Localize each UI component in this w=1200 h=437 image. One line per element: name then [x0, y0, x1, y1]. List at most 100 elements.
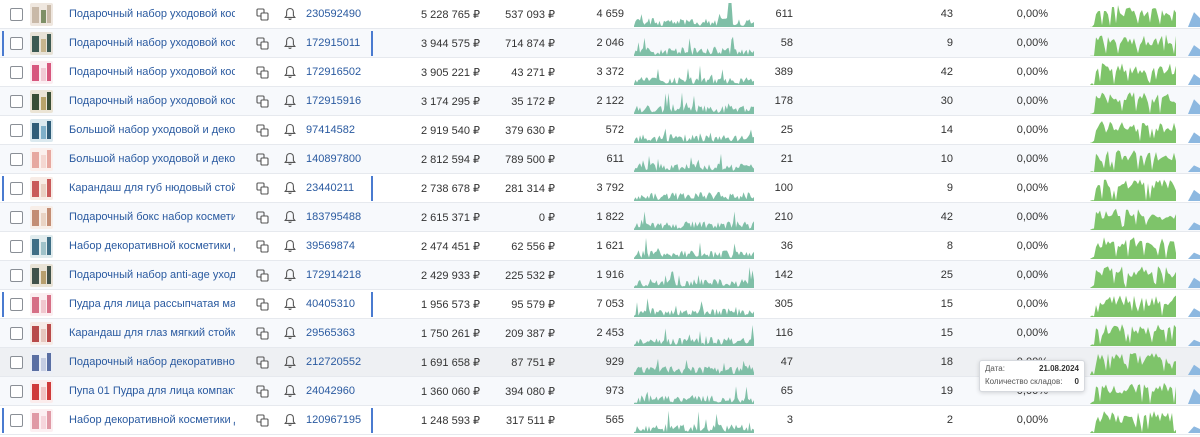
product-thumbnail[interactable] — [30, 322, 53, 345]
copy-icon[interactable] — [256, 414, 269, 427]
sku-link[interactable]: 39569874 — [306, 240, 355, 252]
copy-icon[interactable] — [256, 385, 269, 398]
stock-chart[interactable] — [1090, 408, 1200, 433]
copy-icon[interactable] — [256, 240, 269, 253]
bell-icon[interactable] — [284, 355, 296, 369]
stock-chart[interactable] — [1090, 2, 1200, 27]
stock-chart[interactable] — [1090, 31, 1200, 56]
bell-icon[interactable] — [284, 152, 296, 166]
table-row[interactable]: Карандаш для губ нюдовый стойкий 23440211… — [0, 174, 1200, 203]
row-checkbox[interactable] — [10, 414, 23, 427]
sku-link[interactable]: 172916502 — [306, 66, 362, 78]
product-name-link[interactable]: Большой набор уходовой и декоративной ко… — [69, 153, 235, 165]
sales-sparkline[interactable] — [634, 89, 754, 114]
bell-icon[interactable] — [284, 413, 296, 427]
product-name-link[interactable]: Подарочный набор anti-age уходовой косме… — [69, 269, 235, 281]
copy-icon[interactable] — [256, 298, 269, 311]
row-checkbox[interactable] — [10, 37, 23, 50]
product-thumbnail[interactable] — [30, 61, 53, 84]
sku-link[interactable]: 212720552 — [306, 356, 362, 368]
bell-icon[interactable] — [284, 297, 296, 311]
table-row[interactable]: Пудра для лица рассыпчатая матирующая 404… — [0, 290, 1200, 319]
bell-icon[interactable] — [284, 36, 296, 50]
product-thumbnail[interactable] — [30, 235, 53, 258]
stock-chart[interactable] — [1090, 321, 1200, 346]
copy-icon[interactable] — [256, 327, 269, 340]
table-row[interactable]: Карандаш для глаз мягкий стойкий 29565363… — [0, 319, 1200, 348]
copy-icon[interactable] — [256, 8, 269, 21]
product-thumbnail[interactable] — [30, 177, 53, 200]
sales-sparkline[interactable] — [634, 379, 754, 404]
table-row[interactable]: Набор декоративной косметики для макияжа… — [0, 232, 1200, 261]
row-checkbox[interactable] — [10, 240, 23, 253]
row-checkbox[interactable] — [10, 298, 23, 311]
row-checkbox[interactable] — [10, 153, 23, 166]
stock-chart[interactable] — [1090, 176, 1200, 201]
row-checkbox[interactable] — [10, 356, 23, 369]
sales-sparkline[interactable] — [634, 350, 754, 375]
bell-icon[interactable] — [284, 210, 296, 224]
copy-icon[interactable] — [256, 182, 269, 195]
copy-icon[interactable] — [256, 66, 269, 79]
sku-link[interactable]: 24042960 — [306, 385, 355, 397]
sales-sparkline[interactable] — [634, 118, 754, 143]
stock-chart[interactable] — [1090, 350, 1200, 375]
copy-icon[interactable] — [256, 37, 269, 50]
table-row[interactable]: Подарочный набор уходовой косметики 17291… — [0, 29, 1200, 58]
copy-icon[interactable] — [256, 356, 269, 369]
stock-chart[interactable] — [1090, 292, 1200, 317]
copy-icon[interactable] — [256, 269, 269, 282]
product-thumbnail[interactable] — [30, 148, 53, 171]
sales-sparkline[interactable] — [634, 176, 754, 201]
stock-chart[interactable] — [1090, 205, 1200, 230]
sales-sparkline[interactable] — [634, 205, 754, 230]
table-row[interactable]: Подарочный набор декоративной косметики 2… — [0, 348, 1200, 377]
row-checkbox[interactable] — [10, 8, 23, 21]
row-checkbox[interactable] — [10, 124, 23, 137]
sales-sparkline[interactable] — [634, 60, 754, 85]
sku-link[interactable]: 183795488 — [306, 211, 362, 223]
product-name-link[interactable]: Подарочный набор уходовой косметики — [69, 8, 235, 20]
table-row[interactable]: Большой набор уходовой и декоративной ко… — [0, 116, 1200, 145]
product-thumbnail[interactable] — [30, 206, 53, 229]
product-thumbnail[interactable] — [30, 119, 53, 142]
sku-link[interactable]: 40405310 — [306, 298, 355, 310]
row-checkbox[interactable] — [10, 66, 23, 79]
sales-sparkline[interactable] — [634, 263, 754, 288]
product-thumbnail[interactable] — [30, 32, 53, 55]
product-thumbnail[interactable] — [30, 293, 53, 316]
sales-sparkline[interactable] — [634, 2, 754, 27]
sales-sparkline[interactable] — [634, 408, 754, 433]
table-row[interactable]: Подарочный бокс набор косметики 183795488… — [0, 203, 1200, 232]
bell-icon[interactable] — [284, 384, 296, 398]
sku-link[interactable]: 172915916 — [306, 95, 362, 107]
product-name-link[interactable]: Подарочный набор декоративной косметики — [69, 356, 235, 368]
row-checkbox[interactable] — [10, 385, 23, 398]
product-name-link[interactable]: Карандаш для глаз мягкий стойкий — [69, 327, 235, 339]
copy-icon[interactable] — [256, 95, 269, 108]
bell-icon[interactable] — [284, 326, 296, 340]
bell-icon[interactable] — [284, 123, 296, 137]
stock-chart[interactable] — [1090, 118, 1200, 143]
stock-chart[interactable] — [1090, 234, 1200, 259]
sales-sparkline[interactable] — [634, 292, 754, 317]
table-row[interactable]: Подарочный набор уходовой косметики 17291… — [0, 87, 1200, 116]
row-checkbox[interactable] — [10, 95, 23, 108]
sku-link[interactable]: 97414582 — [306, 124, 355, 136]
row-checkbox[interactable] — [10, 327, 23, 340]
sku-link[interactable]: 172915011 — [306, 37, 361, 49]
sales-sparkline[interactable] — [634, 321, 754, 346]
table-row[interactable]: Подарочный набор anti-age уходовой косме… — [0, 261, 1200, 290]
table-row[interactable]: Большой набор уходовой и декоративной ко… — [0, 145, 1200, 174]
product-name-link[interactable]: Пупа 01 Пудра для лица компактная — [69, 385, 235, 397]
product-name-link[interactable]: Набор декоративной косметики для макияжа — [69, 240, 235, 252]
sku-link[interactable]: 172914218 — [306, 269, 362, 281]
bell-icon[interactable] — [284, 268, 296, 282]
product-thumbnail[interactable] — [30, 380, 53, 403]
stock-chart[interactable] — [1090, 60, 1200, 85]
product-name-link[interactable]: Подарочный набор уходовой косметики — [69, 37, 235, 49]
product-thumbnail[interactable] — [30, 3, 53, 26]
product-name-link[interactable]: Пудра для лица рассыпчатая матирующая — [69, 298, 235, 310]
sku-link[interactable]: 120967195 — [306, 414, 362, 426]
bell-icon[interactable] — [284, 65, 296, 79]
